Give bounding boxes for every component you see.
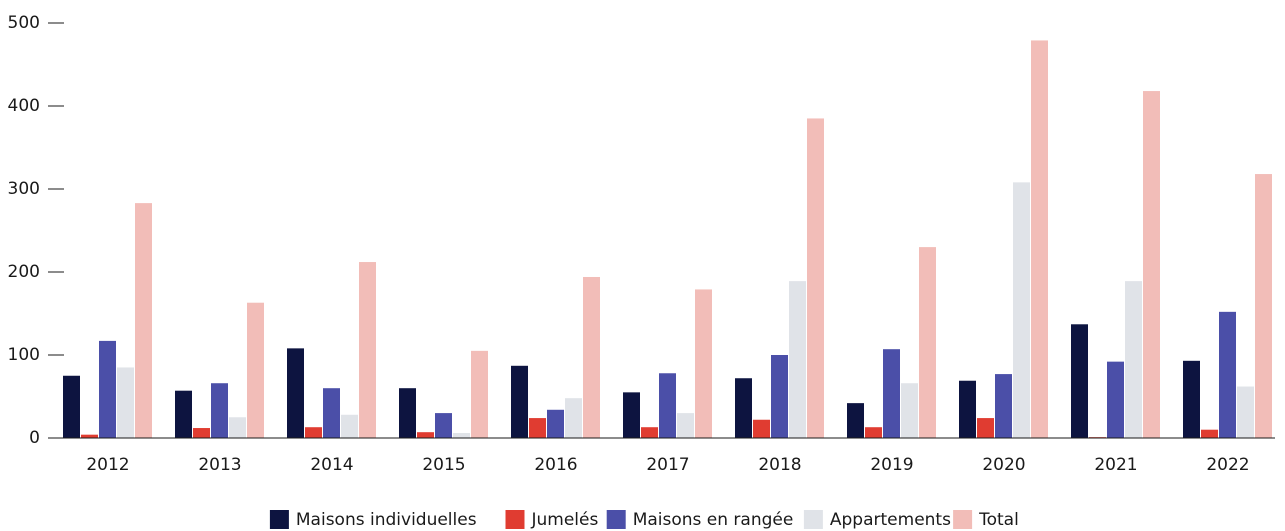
y-tick-label: 300 <box>8 179 40 199</box>
bar <box>753 419 770 438</box>
bar <box>789 281 806 438</box>
x-tick-label: 2019 <box>870 455 913 475</box>
y-tick-label: 500 <box>8 13 40 33</box>
bar <box>659 373 676 438</box>
bar <box>1183 360 1200 438</box>
bar <box>735 378 752 438</box>
bar <box>99 340 116 438</box>
bar <box>771 355 788 438</box>
bar <box>135 203 152 438</box>
legend-label: Jumelés <box>531 510 599 530</box>
legend-label: Maisons individuelles <box>296 510 477 530</box>
bar <box>323 388 340 438</box>
bar <box>919 247 936 438</box>
bar <box>453 433 470 438</box>
bar <box>1031 40 1048 439</box>
bar <box>305 427 322 438</box>
bar <box>1237 386 1254 438</box>
bar <box>359 262 376 438</box>
bar <box>247 302 264 438</box>
bar <box>193 428 210 438</box>
bar <box>511 365 528 438</box>
bar <box>175 390 192 438</box>
bar <box>1201 429 1218 438</box>
bar <box>1013 182 1030 438</box>
y-tick-label: 200 <box>8 262 40 282</box>
bar <box>865 427 882 438</box>
bar <box>417 432 434 438</box>
bar <box>623 392 640 438</box>
bar <box>1125 281 1142 438</box>
bar <box>471 350 488 438</box>
bar <box>117 367 134 438</box>
bar <box>529 418 546 438</box>
x-tick-label: 2018 <box>758 455 801 475</box>
legend-swatch <box>803 510 823 529</box>
bar <box>81 434 98 438</box>
x-tick-label: 2016 <box>534 455 577 475</box>
bar <box>565 398 582 438</box>
legend-label: Maisons en rangée <box>633 510 794 530</box>
bar <box>63 375 80 438</box>
bar <box>959 380 976 438</box>
bar <box>287 348 304 438</box>
x-tick-label: 2020 <box>982 455 1025 475</box>
x-tick-label: 2014 <box>310 455 353 475</box>
legend-label: Total <box>978 510 1019 530</box>
x-tick-label: 2017 <box>646 455 689 475</box>
bar <box>1071 324 1088 438</box>
bar <box>677 413 694 438</box>
x-tick-label: 2022 <box>1206 455 1249 475</box>
y-tick-label: 400 <box>8 96 40 116</box>
legend-swatch <box>606 510 626 529</box>
bar <box>547 409 564 438</box>
legend-swatch <box>953 510 973 529</box>
bar <box>901 383 918 438</box>
bar <box>435 413 452 438</box>
x-tick-label: 2012 <box>86 455 129 475</box>
bar <box>1255 174 1272 438</box>
bar <box>641 427 658 438</box>
x-tick-label: 2013 <box>198 455 241 475</box>
bar <box>807 118 824 438</box>
bar <box>583 276 600 438</box>
bar <box>1107 361 1124 438</box>
bar <box>995 374 1012 438</box>
bar <box>695 289 712 438</box>
bar <box>399 388 416 438</box>
bar <box>341 414 358 438</box>
legend-label: Appartements <box>830 510 951 530</box>
y-tick-label: 100 <box>8 345 40 365</box>
bar <box>883 349 900 438</box>
x-tick-label: 2021 <box>1094 455 1137 475</box>
bar <box>847 403 864 438</box>
bar <box>1219 311 1236 438</box>
bar <box>211 383 228 438</box>
legend-swatch <box>269 510 289 529</box>
y-tick-label: 0 <box>29 428 40 448</box>
legend-swatch <box>505 510 525 529</box>
bar <box>229 417 246 438</box>
x-tick-label: 2015 <box>422 455 465 475</box>
bar <box>977 418 994 438</box>
bar <box>1143 91 1160 438</box>
